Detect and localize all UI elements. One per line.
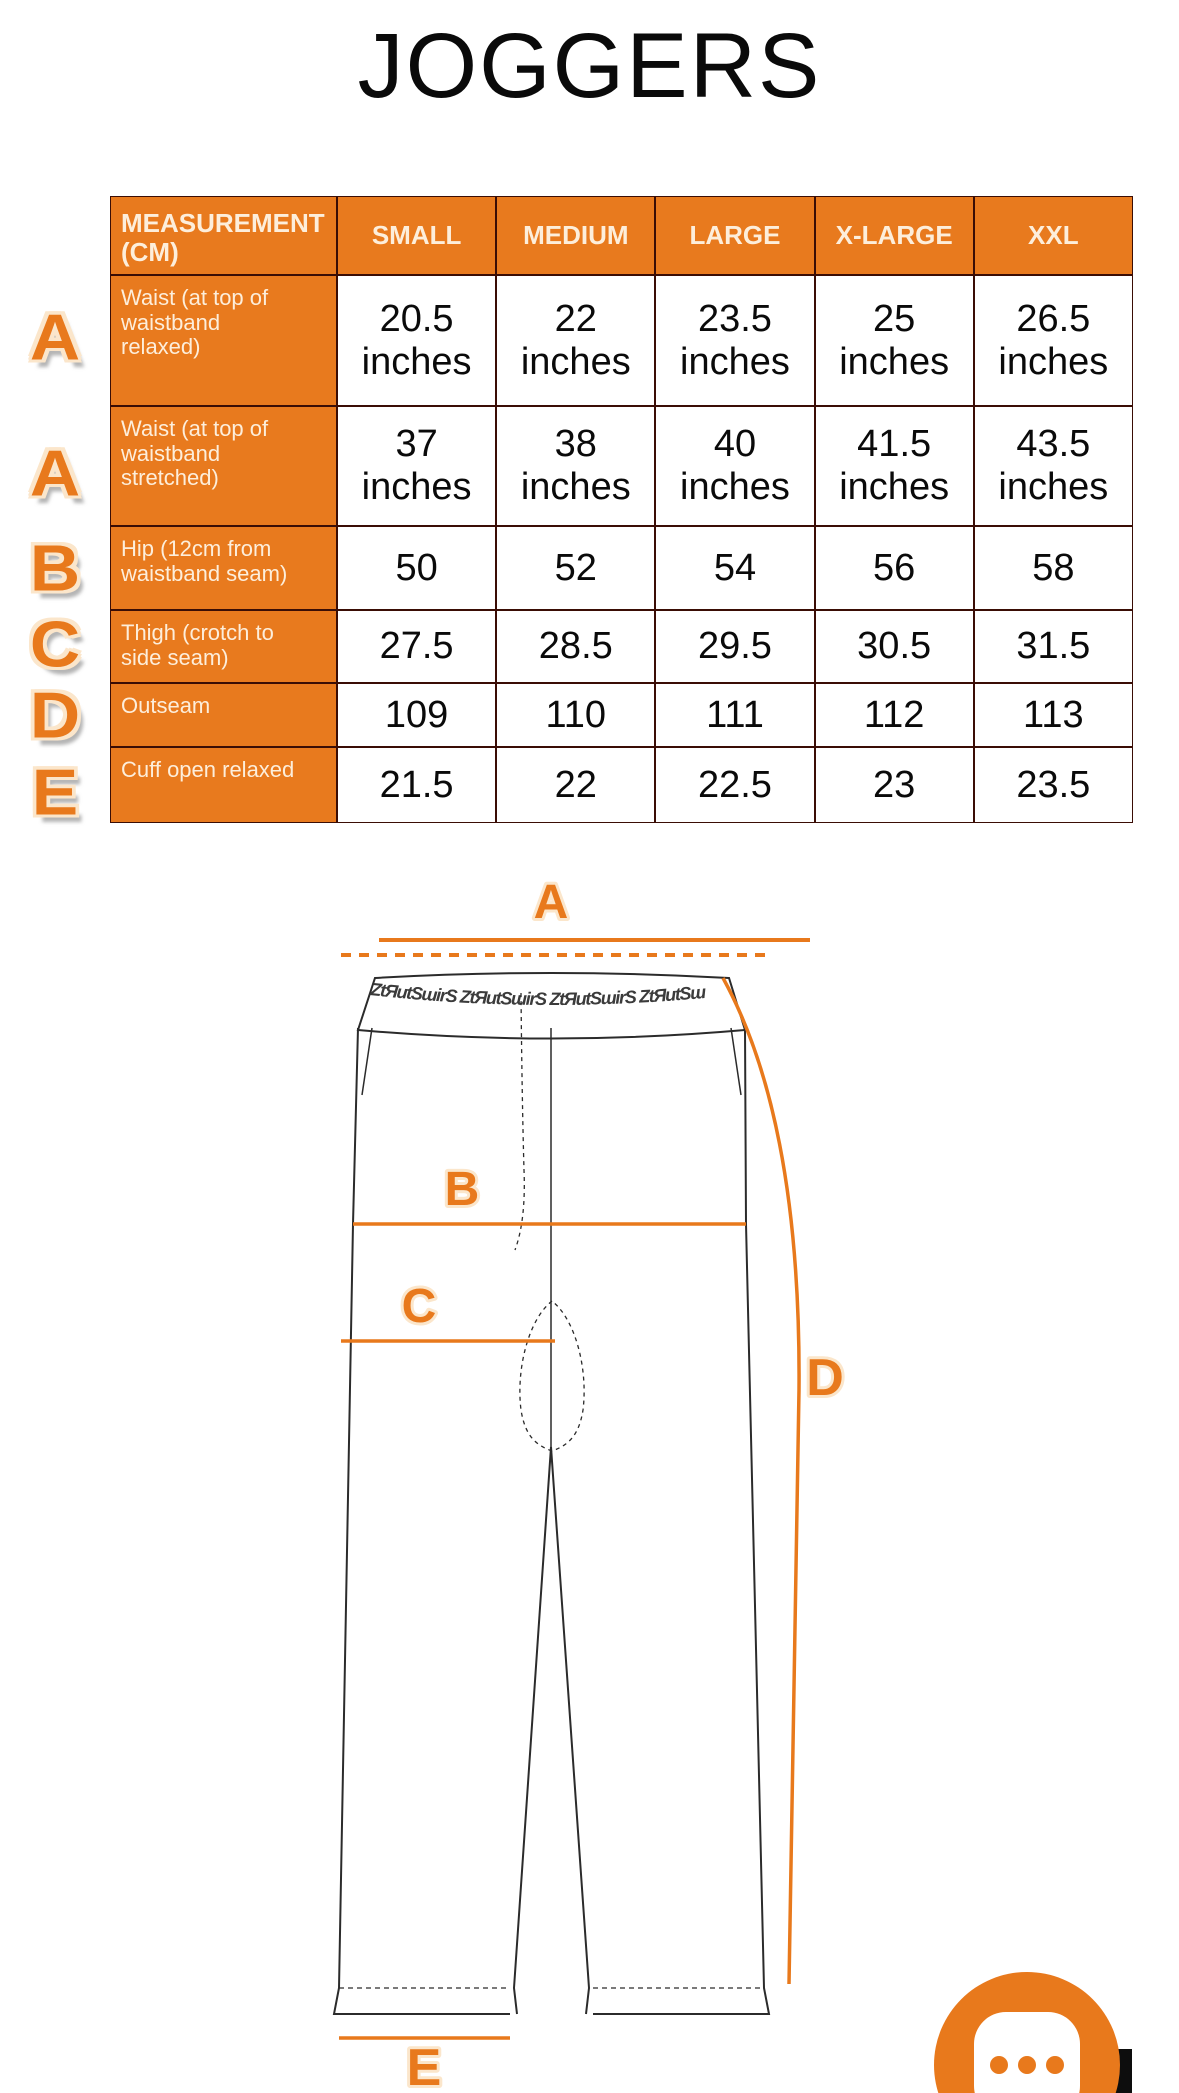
svg-text:C: C: [402, 1280, 437, 1333]
svg-text:B: B: [445, 1163, 480, 1216]
svg-text:A: A: [534, 876, 569, 929]
svg-text:D: D: [806, 1349, 844, 1407]
svg-text:E: E: [407, 2039, 442, 2093]
